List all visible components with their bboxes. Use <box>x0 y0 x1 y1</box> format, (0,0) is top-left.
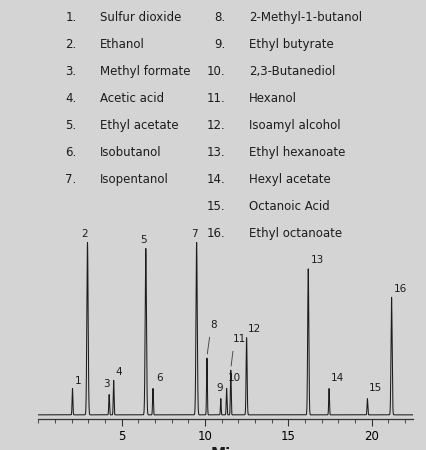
Text: 16: 16 <box>394 284 407 294</box>
Text: 11.: 11. <box>207 92 226 105</box>
Text: Isobutanol: Isobutanol <box>100 146 162 159</box>
Text: Isoamyl alcohol: Isoamyl alcohol <box>249 119 341 132</box>
Text: Ethyl acetate: Ethyl acetate <box>100 119 179 132</box>
Text: 16.: 16. <box>207 227 226 240</box>
Text: Ethyl octanoate: Ethyl octanoate <box>249 227 343 240</box>
Text: 9: 9 <box>217 383 223 393</box>
Text: 8: 8 <box>210 320 216 330</box>
Text: 10: 10 <box>227 373 241 383</box>
Text: 15: 15 <box>369 383 382 393</box>
Text: 14: 14 <box>331 373 344 383</box>
Text: 2,3-Butanediol: 2,3-Butanediol <box>249 65 336 78</box>
Text: Methyl formate: Methyl formate <box>100 65 190 78</box>
Text: 3.: 3. <box>66 65 77 78</box>
Text: Hexanol: Hexanol <box>249 92 297 105</box>
Text: 8.: 8. <box>215 11 226 24</box>
Text: 12.: 12. <box>207 119 226 132</box>
Text: 15.: 15. <box>207 200 226 213</box>
Text: Ethyl hexanoate: Ethyl hexanoate <box>249 146 345 159</box>
Text: 9.: 9. <box>215 38 226 51</box>
Text: Ethanol: Ethanol <box>100 38 145 51</box>
Text: Sulfur dioxide: Sulfur dioxide <box>100 11 181 24</box>
Text: 1.: 1. <box>66 11 77 24</box>
Text: 13.: 13. <box>207 146 226 159</box>
Text: 11: 11 <box>233 334 247 344</box>
Text: 4: 4 <box>115 367 122 377</box>
Text: Ethyl butyrate: Ethyl butyrate <box>249 38 334 51</box>
Text: 14.: 14. <box>207 173 226 186</box>
Text: Isopentanol: Isopentanol <box>100 173 169 186</box>
Text: 4.: 4. <box>66 92 77 105</box>
Text: 6: 6 <box>156 373 162 383</box>
Text: 3: 3 <box>104 379 110 389</box>
Text: 6.: 6. <box>66 146 77 159</box>
Text: Octanoic Acid: Octanoic Acid <box>249 200 330 213</box>
Text: 2.: 2. <box>66 38 77 51</box>
Text: 7: 7 <box>191 229 197 239</box>
Text: 2: 2 <box>81 229 87 239</box>
Text: 12: 12 <box>248 324 262 334</box>
Text: Acetic acid: Acetic acid <box>100 92 164 105</box>
Text: 10.: 10. <box>207 65 226 78</box>
Text: 1: 1 <box>75 376 81 386</box>
X-axis label: Min: Min <box>210 447 242 450</box>
Text: 2-Methyl-1-butanol: 2-Methyl-1-butanol <box>249 11 363 24</box>
Text: 7.: 7. <box>66 173 77 186</box>
Text: 5.: 5. <box>66 119 77 132</box>
Text: Hexyl acetate: Hexyl acetate <box>249 173 331 186</box>
Text: 13: 13 <box>311 255 324 266</box>
Text: 5: 5 <box>140 235 147 245</box>
